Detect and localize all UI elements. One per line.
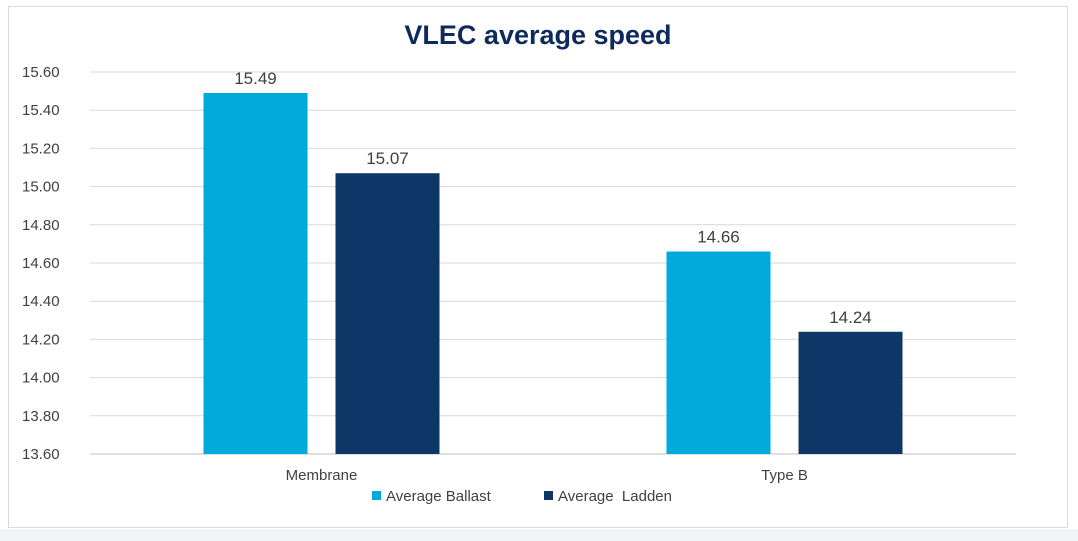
legend-swatch bbox=[544, 491, 553, 500]
category-labels: Membrane Type B bbox=[286, 467, 808, 484]
legend-label: Average Ballast bbox=[386, 488, 492, 505]
data-label: 15.07 bbox=[366, 149, 409, 168]
y-tick-label: 13.80 bbox=[22, 408, 60, 425]
data-labels: 15.49 15.07 14.66 14.24 bbox=[234, 69, 872, 327]
y-tick-label: 15.60 bbox=[22, 64, 60, 81]
y-tick-label: 13.60 bbox=[22, 446, 60, 463]
legend: Average Ballast Average Ladden bbox=[372, 488, 672, 505]
y-tick-label: 14.40 bbox=[22, 293, 60, 310]
y-tick-label: 14.80 bbox=[22, 217, 60, 234]
y-tick-label: 15.40 bbox=[22, 102, 60, 119]
y-axis-ticks: 13.60 13.80 14.00 14.20 14.40 14.60 14.80 15.00… bbox=[22, 64, 60, 463]
bars bbox=[203, 93, 903, 455]
y-tick-label: 14.60 bbox=[22, 255, 60, 272]
legend-label: Average Ladden bbox=[558, 488, 672, 505]
bar bbox=[798, 331, 903, 454]
legend-swatch bbox=[372, 491, 381, 500]
data-label: 15.49 bbox=[234, 69, 277, 88]
bar bbox=[203, 93, 308, 454]
y-tick-label: 14.20 bbox=[22, 331, 60, 348]
data-label: 14.66 bbox=[697, 228, 740, 247]
window-bottom-strip bbox=[0, 530, 1078, 541]
y-tick-label: 15.00 bbox=[22, 179, 60, 196]
x-category-label: Type B bbox=[761, 467, 808, 484]
chart-title: VLEC average speed bbox=[404, 20, 671, 50]
data-label: 14.24 bbox=[829, 308, 872, 327]
bar bbox=[335, 173, 440, 455]
bar bbox=[666, 251, 771, 454]
y-tick-label: 15.20 bbox=[22, 140, 60, 157]
x-category-label: Membrane bbox=[286, 467, 358, 484]
y-tick-label: 14.00 bbox=[22, 370, 60, 387]
